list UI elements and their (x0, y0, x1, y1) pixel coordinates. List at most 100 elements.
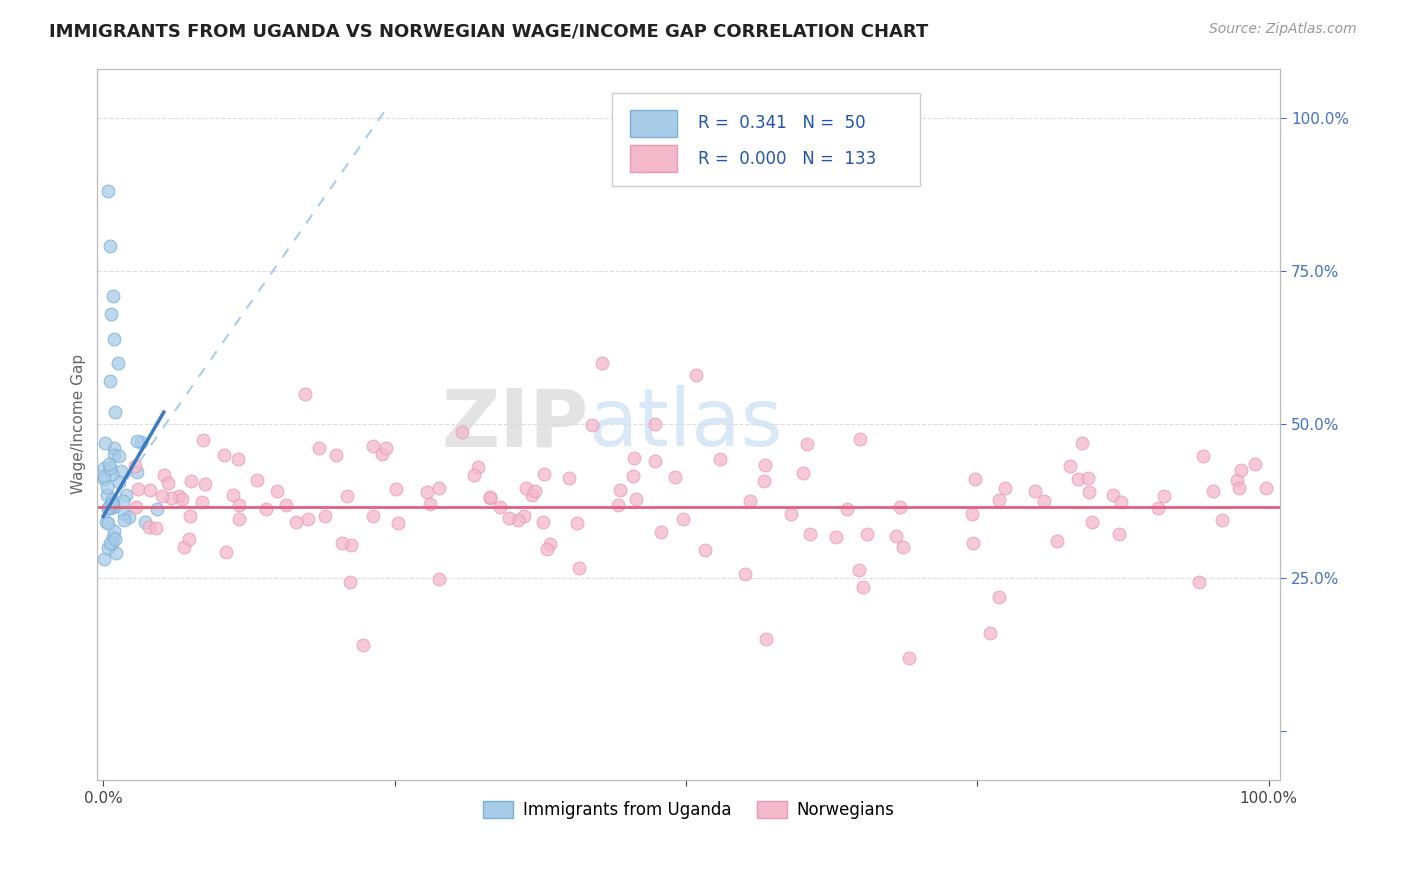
Point (384, 483, 406, 497)
Point (799, 526, 821, 541)
Point (1032, 494, 1054, 508)
Point (1188, 575, 1211, 590)
Point (987, 493, 1010, 508)
Point (100, 497, 122, 511)
Point (508, 513, 530, 527)
Point (644, 417, 666, 431)
Point (963, 472, 986, 486)
Point (581, 417, 603, 432)
Point (1102, 488, 1125, 502)
Point (170, 492, 193, 507)
Point (127, 482, 149, 496)
Point (96, 488, 118, 502)
Point (825, 530, 848, 544)
Point (856, 527, 879, 541)
Text: ZIP: ZIP (441, 385, 588, 464)
Point (97, 516, 120, 530)
Point (284, 516, 307, 530)
Point (94, 436, 117, 450)
Point (540, 537, 562, 551)
Point (361, 508, 384, 523)
Point (110, 464, 132, 478)
Point (531, 516, 554, 530)
Point (226, 451, 249, 466)
Point (117, 510, 139, 524)
Point (1192, 449, 1215, 463)
Point (792, 466, 814, 480)
Point (125, 500, 148, 515)
Point (450, 425, 472, 439)
Point (96, 500, 118, 515)
Point (363, 438, 385, 452)
Point (336, 489, 359, 503)
Text: IMMIGRANTS FROM UGANDA VS NORWEGIAN WAGE/INCOME GAP CORRELATION CHART: IMMIGRANTS FROM UGANDA VS NORWEGIAN WAGE… (49, 22, 928, 40)
Point (194, 477, 217, 491)
Point (101, 530, 124, 544)
Point (606, 498, 628, 512)
Point (1070, 436, 1092, 450)
Point (101, 500, 124, 514)
Point (96, 480, 118, 494)
Point (695, 542, 717, 557)
Point (125, 434, 148, 448)
Point (837, 502, 859, 516)
Point (325, 448, 347, 462)
Text: R =  0.341   N =  50: R = 0.341 N = 50 (699, 114, 866, 132)
Point (960, 508, 983, 522)
Point (650, 525, 672, 540)
Text: R =  0.000   N =  133: R = 0.000 N = 133 (699, 150, 876, 168)
Point (180, 474, 202, 488)
Point (101, 492, 124, 507)
Point (644, 453, 666, 467)
Point (93, 468, 115, 483)
Point (100, 467, 122, 481)
Point (125, 466, 148, 480)
Point (852, 580, 875, 594)
Point (1147, 500, 1170, 515)
Point (1081, 515, 1104, 529)
Point (624, 491, 647, 506)
Point (568, 560, 591, 574)
Point (352, 638, 374, 652)
Point (138, 519, 160, 533)
Point (1226, 473, 1249, 487)
Point (254, 501, 277, 516)
Point (1108, 527, 1130, 541)
Point (479, 491, 502, 506)
Point (339, 574, 361, 589)
Point (1046, 533, 1069, 548)
Point (150, 489, 173, 503)
Text: atlas: atlas (588, 385, 783, 464)
Point (179, 532, 201, 546)
Point (100, 496, 122, 510)
Point (246, 473, 269, 487)
Point (108, 475, 131, 489)
Point (467, 460, 489, 475)
Point (754, 458, 776, 473)
Point (103, 331, 125, 345)
Point (1059, 459, 1081, 474)
Point (709, 451, 731, 466)
Point (387, 516, 409, 530)
Point (191, 433, 214, 447)
Point (112, 507, 135, 521)
Point (1078, 485, 1101, 500)
Point (93, 461, 115, 475)
Point (848, 563, 870, 577)
Point (98, 461, 121, 475)
Point (103, 524, 125, 538)
Point (104, 405, 127, 419)
Point (427, 481, 450, 495)
Point (513, 509, 536, 524)
Point (498, 511, 520, 525)
Point (308, 442, 330, 456)
Point (101, 536, 124, 550)
Point (621, 469, 644, 483)
Point (339, 538, 361, 552)
Point (297, 512, 319, 526)
Point (98, 375, 121, 389)
Point (755, 632, 778, 647)
Point (979, 626, 1001, 640)
Point (427, 572, 450, 586)
Point (97, 184, 120, 198)
